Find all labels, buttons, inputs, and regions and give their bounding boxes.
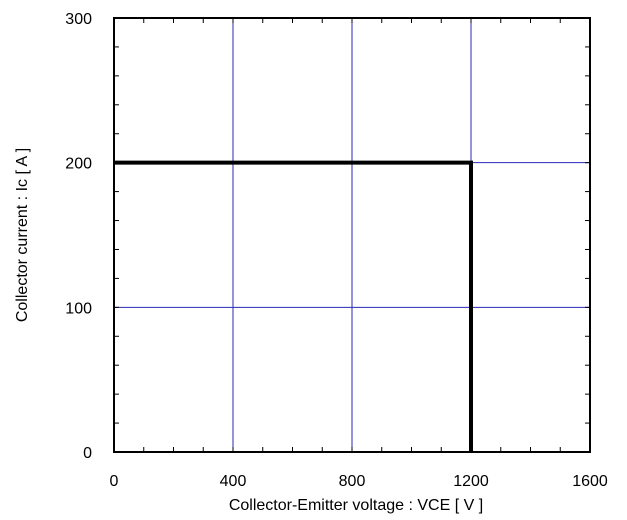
y-tick-label: 300: [65, 11, 92, 28]
tick-labels: 0 400 800 1200 1600 0 100 200 300: [65, 11, 608, 490]
y-tick-label: 200: [65, 156, 92, 173]
y-tick-label: 100: [65, 300, 92, 317]
y-axis-label: Collector current : Ic [ A ]: [14, 148, 31, 322]
x-tick-label: 0: [110, 473, 119, 490]
rbsoa-line: [114, 160, 473, 452]
ticks: [113, 17, 591, 453]
x-tick-label: 800: [339, 473, 366, 490]
x-tick-label: 400: [220, 473, 247, 490]
series-layer: [114, 160, 473, 452]
y-tick-label: 0: [83, 445, 92, 462]
x-tick-label: 1200: [453, 473, 489, 490]
x-axis-label: Collector-Emitter voltage : VCE [ V ]: [229, 497, 483, 514]
grid: [114, 18, 590, 452]
x-tick-label: 1600: [572, 473, 608, 490]
